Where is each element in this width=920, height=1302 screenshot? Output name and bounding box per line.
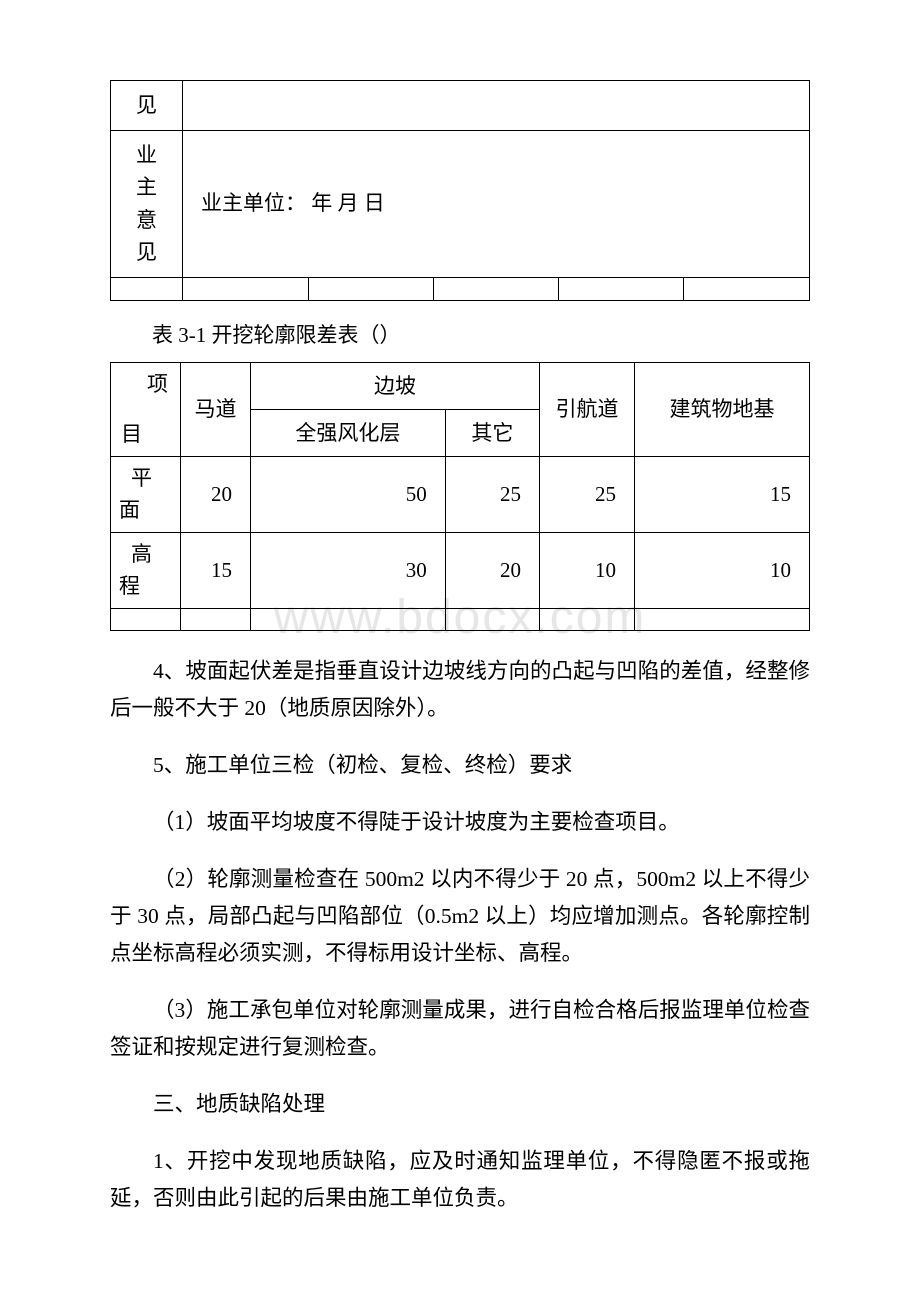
cell-value: 20 xyxy=(181,457,251,533)
table-row: 高 程 15 30 20 10 10 xyxy=(111,533,810,609)
paragraph: （2）轮廓测量检查在 500m2 以内不得少于 20 点，500m2 以上不得少… xyxy=(110,861,810,972)
table-row: 见 xyxy=(111,81,810,131)
approval-table: 见 业 主 意 见 业主单位： 年 月 日 xyxy=(110,80,810,301)
cell-value: 15 xyxy=(181,533,251,609)
header-bianpo-sub1: 全强风化层 xyxy=(251,410,446,457)
header-jianzhu: 建筑物地基 xyxy=(635,363,810,457)
cell-value: 25 xyxy=(540,457,635,533)
document-page: 见 业 主 意 见 业主单位： 年 月 日 xyxy=(0,0,920,1297)
header-bianpo: 边坡 xyxy=(251,363,540,410)
table-row: 平 面 20 50 25 25 15 xyxy=(111,457,810,533)
table-header-row: 项 目 马道 边坡 引航道 建筑物地基 xyxy=(111,363,810,410)
table-spacer-row xyxy=(111,277,810,300)
cell-value: 25 xyxy=(445,457,539,533)
corner-header: 项 目 xyxy=(111,363,181,457)
paragraph: 5、施工单位三检（初检、复检、终检）要求 xyxy=(110,747,810,784)
cell-value: 50 xyxy=(251,457,446,533)
cell-value: 10 xyxy=(635,533,810,609)
paragraph: 1、开挖中发现地质缺陷，应及时通知监理单位，不得隐匿不报或拖延，否则由此引起的后… xyxy=(110,1143,810,1217)
paragraph: （3）施工承包单位对轮廓测量成果，进行自检合格后报监理单位检查签证和按规定进行复… xyxy=(110,992,810,1066)
row-label-plane: 平 面 xyxy=(111,457,181,533)
paragraph: 三、地质缺陷处理 xyxy=(110,1086,810,1123)
row-content-empty xyxy=(183,81,810,131)
cell-value: 15 xyxy=(635,457,810,533)
table-spacer-row xyxy=(111,609,810,631)
cell-value: 20 xyxy=(445,533,539,609)
row-label-yezhu: 业 主 意 见 xyxy=(111,130,183,277)
tolerance-table: 项 目 马道 边坡 引航道 建筑物地基 全强风化层 其它 平 面 20 50 2… xyxy=(110,362,810,631)
row-label-elevation: 高 程 xyxy=(111,533,181,609)
header-yinhangdao: 引航道 xyxy=(540,363,635,457)
table-row: 业 主 意 见 业主单位： 年 月 日 xyxy=(111,130,810,277)
row-label-jian: 见 xyxy=(111,81,183,131)
row-content-owner: 业主单位： 年 月 日 xyxy=(183,130,810,277)
cell-value: 10 xyxy=(540,533,635,609)
cell-value: 30 xyxy=(251,533,446,609)
header-madao: 马道 xyxy=(181,363,251,457)
paragraph: 4、坡面起伏差是指垂直设计边坡线方向的凸起与凹陷的差值，经整修后一般不大于 20… xyxy=(110,653,810,727)
paragraph: （1）坡面平均坡度不得陡于设计坡度为主要检查项目。 xyxy=(110,804,810,841)
table2-caption: 表 3-1 开挖轮廓限差表（） xyxy=(152,319,810,353)
header-bianpo-sub2: 其它 xyxy=(445,410,539,457)
